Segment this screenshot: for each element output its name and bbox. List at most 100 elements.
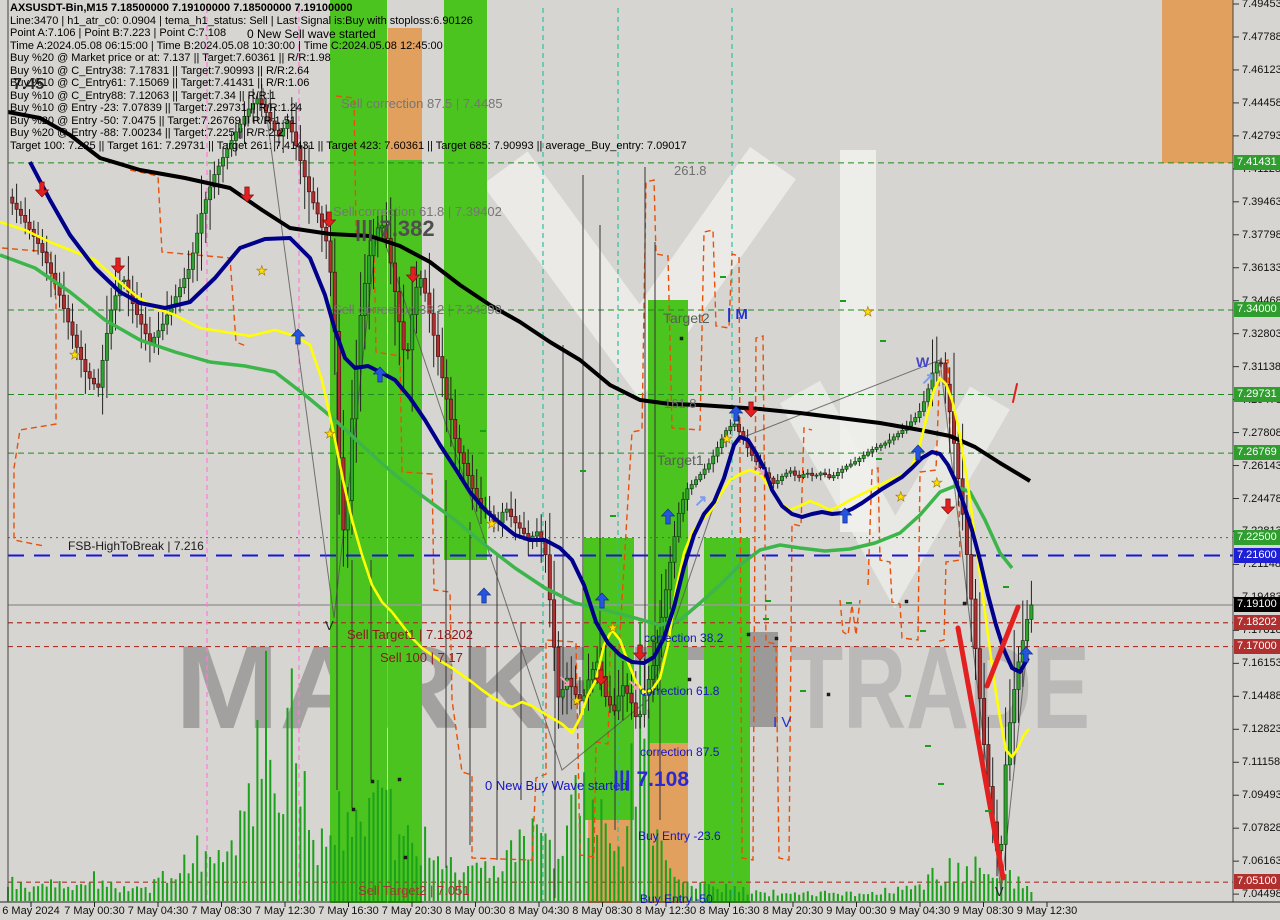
- time-tick-label: 7 May 08:30: [191, 905, 252, 917]
- candle-down: [509, 508, 514, 517]
- candle-down: [79, 346, 84, 360]
- volume-bar: [566, 825, 568, 901]
- dot-marker: [370, 779, 375, 784]
- volume-bar: [677, 879, 680, 901]
- candle-up: [225, 148, 230, 158]
- time-tick-label: 8 May 16:30: [699, 905, 760, 917]
- fractal-dash: [925, 745, 931, 747]
- candle-up: [702, 468, 707, 475]
- candle-up: [100, 359, 105, 388]
- volume-bar: [131, 888, 134, 901]
- volume-bar: [811, 895, 814, 901]
- volume-bar: [101, 880, 104, 901]
- price-tick-label: 7.04498: [1242, 888, 1280, 901]
- chart-annotation: V: [995, 884, 1004, 899]
- time-tick-label: 8 May 04:30: [508, 905, 570, 917]
- buy-arrow-icon: [476, 587, 492, 604]
- candle-down: [40, 243, 45, 253]
- volume-bar: [918, 884, 921, 901]
- volume-bar: [570, 794, 573, 901]
- volume-bar: [819, 891, 822, 901]
- price-tick-label: 7.37798: [1242, 228, 1280, 241]
- candle-up: [891, 436, 896, 441]
- volume-bar: [449, 857, 452, 901]
- volume-bar: [746, 894, 749, 901]
- volume-bar: [58, 881, 61, 901]
- dot-marker: [403, 855, 408, 860]
- candle-up: [152, 336, 157, 344]
- price-badge: 7.19100: [1234, 597, 1280, 612]
- candle-down: [797, 474, 802, 478]
- candle-down: [423, 278, 428, 294]
- fractal-dash: [720, 276, 726, 278]
- volume-bar: [828, 893, 831, 901]
- volume-bar: [351, 837, 353, 901]
- volume-bar: [596, 834, 599, 901]
- info-line: Target 100: 7.225 || Target 161: 7.29731…: [10, 139, 687, 152]
- fractal-dash: [876, 458, 882, 460]
- price-badge: 7.29731: [1234, 386, 1280, 402]
- candle-down: [431, 313, 436, 336]
- volume-bar: [879, 894, 882, 901]
- buy-arrow-icon: [910, 444, 926, 461]
- candle-up: [178, 287, 182, 298]
- info-line: Point A:7.106 | Point B:7.223 | Point C:…: [10, 27, 227, 39]
- red-trend-line: [1012, 383, 1018, 403]
- candle-down: [470, 475, 475, 489]
- volume-bar: [213, 863, 216, 901]
- zigzag-line: [262, 87, 1029, 893]
- candle-up: [934, 362, 939, 374]
- volume-bar: [755, 890, 758, 901]
- candle-down: [448, 398, 453, 420]
- volume-bar: [45, 886, 48, 901]
- price-tick-label: 7.44458: [1242, 96, 1280, 109]
- sell-arrow-icon: [110, 257, 126, 274]
- candle-down: [397, 291, 402, 323]
- candle-up: [689, 484, 694, 490]
- volume-bar: [480, 867, 482, 901]
- volume-bar: [738, 891, 740, 901]
- info-line: Buy %20 @ Entry -88: 7.00234 || Target:7…: [10, 127, 284, 139]
- chart-title-ohlc: AXSUSDT-Bin,M15 7.18500000 7.19100000 7.…: [10, 2, 353, 14]
- volume-bar: [922, 889, 925, 901]
- volume-bar: [342, 850, 345, 901]
- volume-bar: [613, 850, 616, 901]
- candle-up: [913, 417, 918, 423]
- volume-bar: [497, 877, 500, 901]
- info-line: Line:3470 | h1_atr_c0: 0.0904 | tema_h1_…: [10, 14, 473, 27]
- candle-down: [612, 704, 617, 712]
- buy-arrow-icon: [290, 328, 306, 345]
- volume-bar: [320, 828, 323, 901]
- candle-down: [135, 303, 139, 315]
- price-badge: 7.34000: [1234, 301, 1280, 317]
- candle-up: [848, 463, 853, 467]
- candle-down: [956, 442, 961, 480]
- time-tick-label: 8 May 08:30: [572, 905, 633, 917]
- price-tick-label: 7.32803: [1242, 327, 1280, 340]
- se-arrow-icon: ↘: [558, 673, 571, 690]
- volume-bar: [793, 892, 796, 901]
- volume-bar: [892, 893, 895, 901]
- candle-up: [651, 665, 655, 680]
- price-tick-label: 7.31138: [1242, 360, 1280, 373]
- volume-bar: [587, 838, 590, 901]
- volume-bar: [209, 856, 212, 901]
- volume-bar: [609, 843, 611, 901]
- price-tick-label: 7.27808: [1242, 426, 1280, 439]
- price-tick-label: 7.14488: [1242, 690, 1280, 703]
- candle-down: [328, 240, 333, 273]
- volume-bar: [204, 851, 207, 901]
- volume-bar: [303, 771, 306, 901]
- candle-down: [973, 598, 978, 650]
- candle-down: [96, 383, 101, 388]
- candle-up: [681, 499, 686, 514]
- sell-zone-band: [388, 28, 422, 160]
- volume-bar: [454, 872, 457, 901]
- volume-bar: [381, 787, 384, 901]
- volume-bar: [733, 886, 736, 901]
- price-tick-label: 7.24478: [1242, 492, 1280, 505]
- volume-bar: [467, 866, 470, 901]
